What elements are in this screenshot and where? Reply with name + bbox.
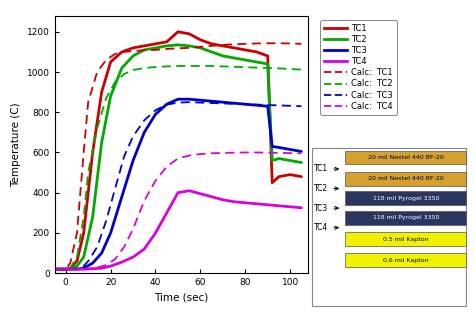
Text: 0.5 mil Kapton: 0.5 mil Kapton xyxy=(383,237,428,242)
Text: TC4: TC4 xyxy=(314,223,328,232)
Legend: TC1, TC2, TC3, TC4, Calc:  TC1, Calc:  TC2, Calc:  TC3, Calc:  TC4: TC1, TC2, TC3, TC4, Calc: TC1, Calc: TC2… xyxy=(320,20,397,115)
X-axis label: Time (sec): Time (sec) xyxy=(154,293,209,303)
FancyBboxPatch shape xyxy=(346,191,466,205)
Text: 20 mil Nextel 440 BF-20: 20 mil Nextel 440 BF-20 xyxy=(368,155,444,160)
Text: TC3: TC3 xyxy=(314,203,328,213)
FancyBboxPatch shape xyxy=(346,253,466,267)
Text: TC2: TC2 xyxy=(314,184,328,193)
Text: 20 mil Nextel 440 BF-20: 20 mil Nextel 440 BF-20 xyxy=(368,176,444,181)
FancyBboxPatch shape xyxy=(346,172,466,186)
Text: 118 mil Pyrogel 3350: 118 mil Pyrogel 3350 xyxy=(373,215,439,220)
FancyBboxPatch shape xyxy=(346,211,466,225)
Text: 0.6 mil Kapton: 0.6 mil Kapton xyxy=(383,258,428,263)
FancyBboxPatch shape xyxy=(312,148,466,306)
FancyBboxPatch shape xyxy=(346,232,466,246)
Y-axis label: Temperature (C): Temperature (C) xyxy=(11,102,21,187)
FancyBboxPatch shape xyxy=(346,150,466,165)
Text: TC1: TC1 xyxy=(314,165,328,173)
Text: 118 mil Pyrogel 3350: 118 mil Pyrogel 3350 xyxy=(373,196,439,201)
